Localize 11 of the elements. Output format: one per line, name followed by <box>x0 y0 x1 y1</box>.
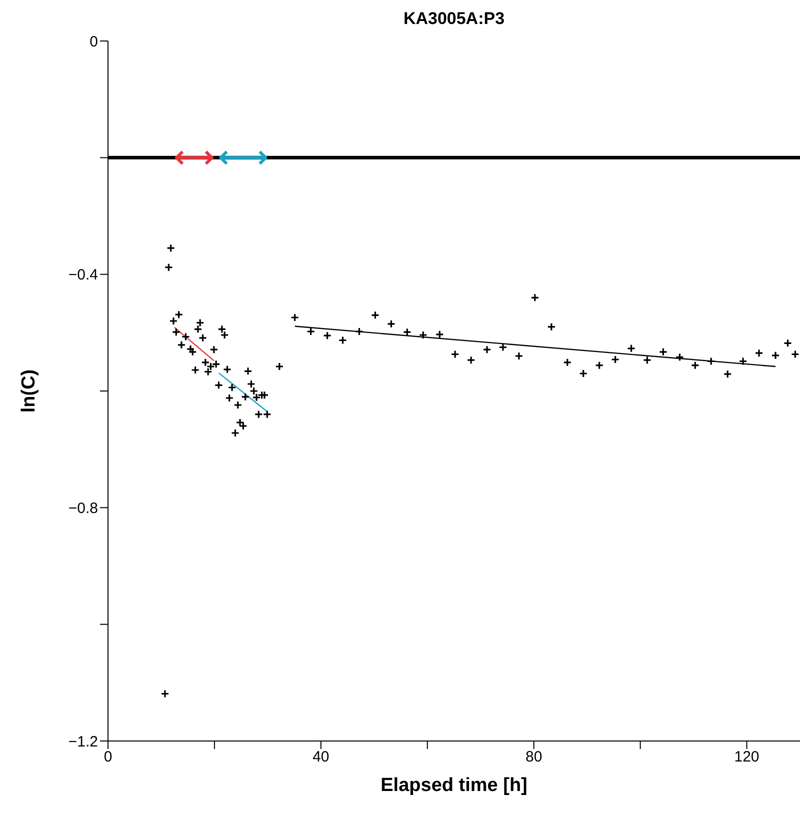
x-tick-label: 40 <box>312 748 330 766</box>
y-axis-title: ln(C) <box>18 369 40 413</box>
y-tick-label: −0.4 <box>68 266 98 284</box>
x-axis-title: Elapsed time [h] <box>380 775 528 796</box>
x-tick-label: 0 <box>104 748 112 766</box>
chart-title: KA3005A:P3 <box>402 8 506 30</box>
x-tick-label: 120 <box>734 748 760 766</box>
x-tick-label: 80 <box>526 748 542 766</box>
y-tick-label: −0.8 <box>68 500 98 517</box>
y-tick-label: 0 <box>90 33 98 50</box>
y-tick-label: −1.2 <box>68 733 98 750</box>
